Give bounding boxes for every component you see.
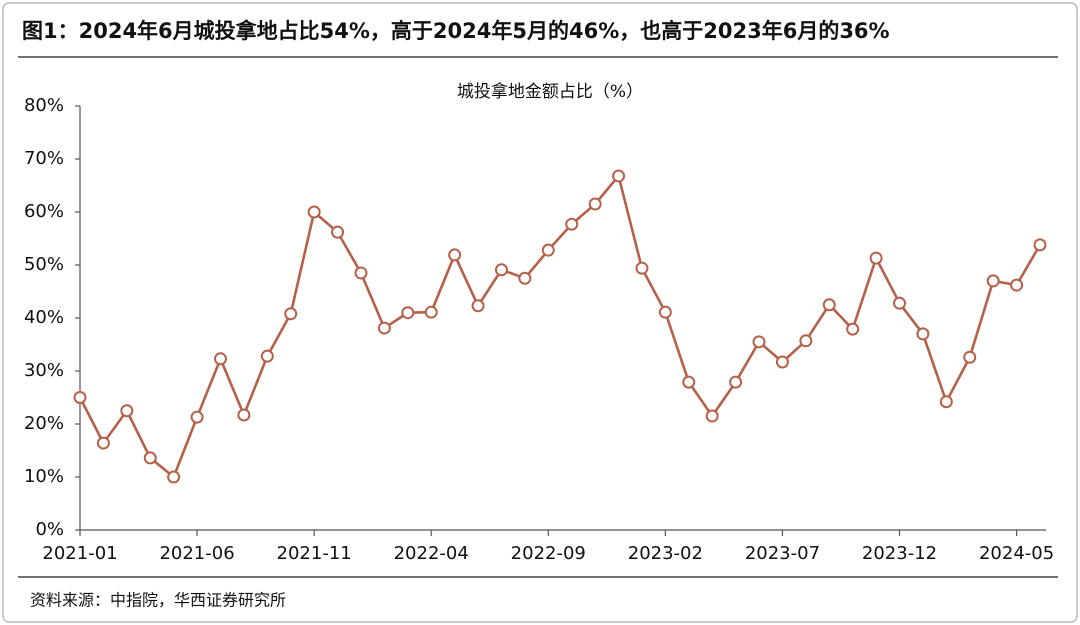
data-point bbox=[424, 305, 438, 319]
y-tick-label: 30% bbox=[24, 360, 64, 381]
x-tick-label: 2023-07 bbox=[745, 543, 820, 564]
data-line bbox=[78, 173, 1042, 480]
data-point bbox=[237, 408, 251, 422]
data-point bbox=[752, 335, 766, 349]
x-tick-label: 2024-05 bbox=[979, 543, 1054, 564]
data-point bbox=[916, 327, 930, 341]
chart-subtitle: 城投拿地金额占比（%） bbox=[457, 81, 643, 102]
data-point bbox=[869, 251, 883, 265]
data-point bbox=[494, 263, 508, 277]
data-point bbox=[705, 409, 719, 423]
data-point bbox=[190, 410, 204, 424]
y-tick-label: 40% bbox=[24, 307, 64, 328]
data-point bbox=[354, 266, 368, 280]
data-point bbox=[331, 225, 345, 239]
data-point bbox=[96, 436, 110, 450]
data-point bbox=[1033, 238, 1047, 252]
x-tick-label: 2022-09 bbox=[511, 543, 586, 564]
source-note: 资料来源：中指院，华西证券研究所 bbox=[30, 591, 286, 610]
data-point bbox=[401, 306, 415, 320]
data-point bbox=[213, 352, 227, 366]
data-point bbox=[729, 375, 743, 389]
data-point bbox=[658, 305, 672, 319]
data-point bbox=[588, 197, 602, 211]
data-point bbox=[846, 322, 860, 336]
data-point bbox=[565, 217, 579, 231]
data-point bbox=[1010, 278, 1024, 292]
data-point bbox=[682, 375, 696, 389]
data-point bbox=[120, 404, 134, 418]
data-point bbox=[448, 248, 462, 262]
chart-title: 图1：2024年6月城投拿地占比54%，高于2024年5月的46%，也高于202… bbox=[22, 19, 890, 43]
x-tick-label: 2023-12 bbox=[862, 543, 937, 564]
data-point bbox=[73, 391, 87, 404]
x-tick-label: 2023-02 bbox=[628, 543, 703, 564]
data-point bbox=[307, 205, 321, 219]
data-point bbox=[799, 334, 813, 348]
y-tick-label: 20% bbox=[24, 413, 64, 434]
data-point bbox=[518, 271, 532, 285]
data-point bbox=[471, 299, 485, 313]
data-point bbox=[377, 321, 391, 335]
data-point bbox=[893, 296, 907, 310]
y-tick-label: 80% bbox=[24, 95, 64, 116]
y-tick-label: 10% bbox=[24, 466, 64, 487]
x-tick-label: 2021-06 bbox=[159, 543, 234, 564]
data-point bbox=[260, 349, 274, 363]
data-point bbox=[143, 451, 157, 465]
data-point bbox=[986, 274, 1000, 288]
data-point bbox=[167, 470, 181, 484]
data-point bbox=[775, 355, 789, 369]
y-tick-label: 50% bbox=[24, 254, 64, 275]
data-point bbox=[939, 395, 953, 409]
data-point bbox=[635, 261, 649, 275]
y-tick-label: 70% bbox=[24, 148, 64, 169]
x-tick-label: 2022-04 bbox=[394, 543, 469, 564]
data-point bbox=[963, 350, 977, 364]
y-tick-label: 60% bbox=[24, 201, 64, 222]
x-tick-label: 2021-11 bbox=[277, 543, 352, 564]
data-point bbox=[284, 307, 298, 321]
data-point bbox=[822, 298, 836, 312]
data-point bbox=[612, 169, 626, 183]
y-tick-label: 0% bbox=[35, 519, 64, 540]
x-tick-label: 2021-01 bbox=[42, 543, 117, 564]
data-point bbox=[541, 243, 555, 257]
